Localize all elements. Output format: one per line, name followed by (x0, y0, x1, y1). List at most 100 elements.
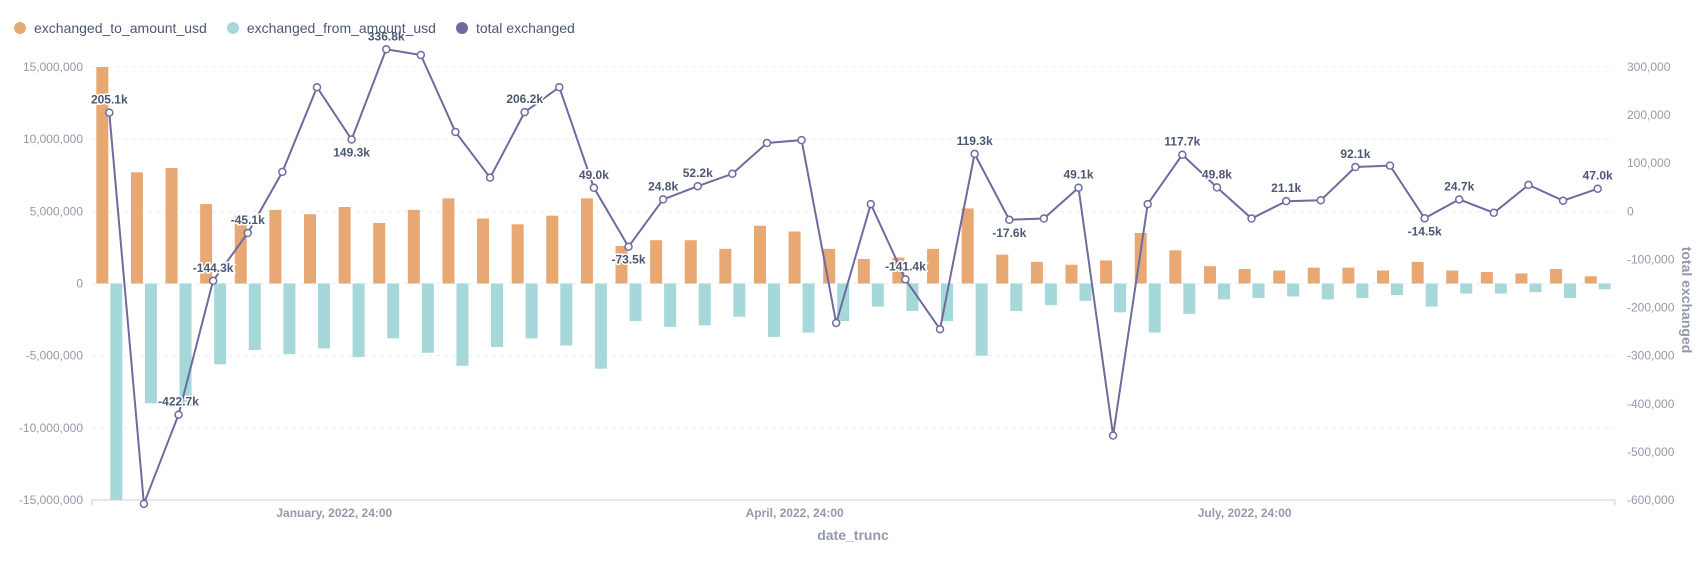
line-point-total-exchanged (1524, 180, 1533, 190)
line-point-total-exchanged (451, 127, 460, 137)
data-label-total-exchanged: -73.5k (611, 253, 645, 267)
x-tick-label: April, 2022, 24:00 (746, 506, 844, 520)
bar-exchanged-from (525, 283, 538, 339)
bar-exchanged-from (767, 283, 780, 337)
bar-exchanged-to (1377, 270, 1390, 284)
bar-exchanged-from (802, 283, 815, 333)
bar-exchanged-to (373, 222, 386, 284)
bar-exchanged-to (788, 231, 801, 284)
y-right-tick-label: -400,000 (1627, 397, 1675, 411)
data-label-total-exchanged: -144.3k (193, 261, 234, 275)
bar-exchanged-to (511, 224, 524, 284)
bar-exchanged-to (1169, 250, 1182, 284)
line-point-total-exchanged (208, 276, 218, 286)
data-label-total-exchanged: 117.7k (1164, 135, 1200, 149)
y-left-tick-label: -15,000,000 (19, 493, 83, 507)
line-point-total-exchanged (728, 169, 737, 179)
line-point-total-exchanged (243, 228, 253, 238)
legend-item-exchanged-to[interactable]: exchanged_to_amount_usd (14, 20, 207, 36)
bar-exchanged-to (1342, 267, 1355, 284)
bar-exchanged-from (1114, 283, 1127, 313)
line-point-total-exchanged (381, 45, 391, 54)
bar-exchanged-to (1411, 261, 1424, 284)
legend-dot-total-exchanged (455, 22, 468, 34)
data-label-total-exchanged: 49.1k (1063, 168, 1093, 182)
line-point-total-exchanged (416, 50, 426, 60)
y-left-tick-label: 15,000,000 (23, 60, 83, 74)
y-right-tick-label: 300,000 (1627, 60, 1671, 74)
bar-exchanged-to (1550, 269, 1563, 284)
bar-exchanged-from (1079, 283, 1092, 301)
line-point-total-exchanged (174, 410, 183, 419)
line-point-total-exchanged (1212, 183, 1222, 192)
bar-exchanged-to (1030, 261, 1043, 284)
data-label-total-exchanged: 52.2k (683, 166, 713, 180)
bar-exchanged-from (733, 283, 746, 317)
grid-layer (92, 66, 1615, 429)
bar-exchanged-from (594, 283, 607, 369)
legend-item-total-exchanged[interactable]: total exchanged (455, 20, 575, 36)
legend-label-exchanged-to: exchanged_to_amount_usd (34, 20, 207, 36)
bar-exchanged-from (1529, 283, 1542, 293)
y-left-tick-label: -5,000,000 (26, 349, 84, 363)
bar-exchanged-from (1564, 283, 1577, 298)
line-point-total-exchanged (1420, 214, 1429, 223)
line-point-total-exchanged (520, 107, 529, 117)
line-point-total-exchanged (347, 135, 356, 144)
bar-exchanged-from (1356, 283, 1369, 298)
line-point-total-exchanged (105, 108, 114, 117)
y-right-tick-label: 200,000 (1627, 108, 1671, 122)
bar-exchanged-to (1238, 269, 1251, 284)
legend-item-exchanged-from[interactable]: exchanged_from_amount_usd (226, 20, 436, 36)
line-point-total-exchanged (312, 82, 322, 92)
line-point-total-exchanged (1489, 208, 1499, 218)
bar-exchanged-to (1307, 267, 1320, 284)
bar-exchanged-to (442, 198, 455, 284)
y-right-tick-label: -500,000 (1627, 445, 1675, 459)
bar-exchanged-from (110, 283, 123, 500)
bar-exchanged-to (615, 245, 628, 284)
line-layer (105, 45, 1602, 509)
bar-exchanged-from (1460, 283, 1473, 294)
bar-exchanged-from (144, 283, 157, 404)
y-right-tick-label: 0 (1627, 204, 1634, 218)
x-axis-title: date_trunc (817, 527, 889, 543)
data-label-total-exchanged: 92.1k (1340, 147, 1370, 161)
legend-label-total-exchanged: total exchanged (475, 20, 575, 36)
bar-exchanged-from (491, 283, 504, 348)
legend-dot-exchanged-to (14, 22, 26, 34)
bar-exchanged-to (753, 225, 766, 284)
line-point-total-exchanged (1178, 150, 1187, 159)
bar-exchanged-to (200, 204, 213, 284)
bar-exchanged-to (96, 67, 109, 284)
data-label-total-exchanged: 24.7k (1444, 179, 1474, 193)
bar-exchanged-to (1515, 273, 1528, 284)
bar-exchanged-to (546, 215, 559, 284)
y-axis-right-title: total exchanged (1679, 247, 1695, 354)
data-label-total-exchanged: 206.2k (506, 92, 543, 106)
y-left-tick-label: 0 (76, 277, 83, 291)
bar-exchanged-from (1217, 283, 1230, 300)
bar-exchanged-to (650, 240, 663, 284)
bar-exchanged-to (407, 209, 420, 284)
line-point-total-exchanged (1593, 184, 1602, 193)
y-right-tick-label: -100,000 (1627, 252, 1675, 266)
line-point-total-exchanged (1143, 199, 1152, 209)
bar-exchanged-from (1010, 283, 1023, 311)
bar-exchanged-from (1044, 283, 1057, 306)
bar-exchanged-to (961, 208, 974, 284)
line-point-total-exchanged (1247, 214, 1256, 223)
data-label-total-exchanged: 47.0k (1583, 169, 1613, 183)
bar-exchanged-from (1183, 283, 1196, 314)
bar-exchanged-to (684, 240, 697, 284)
line-point-total-exchanged (658, 195, 668, 204)
bar-exchanged-from (1494, 283, 1507, 294)
bar-layer (96, 67, 1611, 500)
bar-exchanged-from (1287, 283, 1300, 297)
bar-exchanged-to (1065, 264, 1078, 284)
y-left-tick-label: -10,000,000 (19, 421, 83, 435)
line-point-total-exchanged (762, 138, 772, 148)
bar-exchanged-to (130, 172, 143, 284)
data-label-total-exchanged: -141.4k (885, 259, 926, 273)
